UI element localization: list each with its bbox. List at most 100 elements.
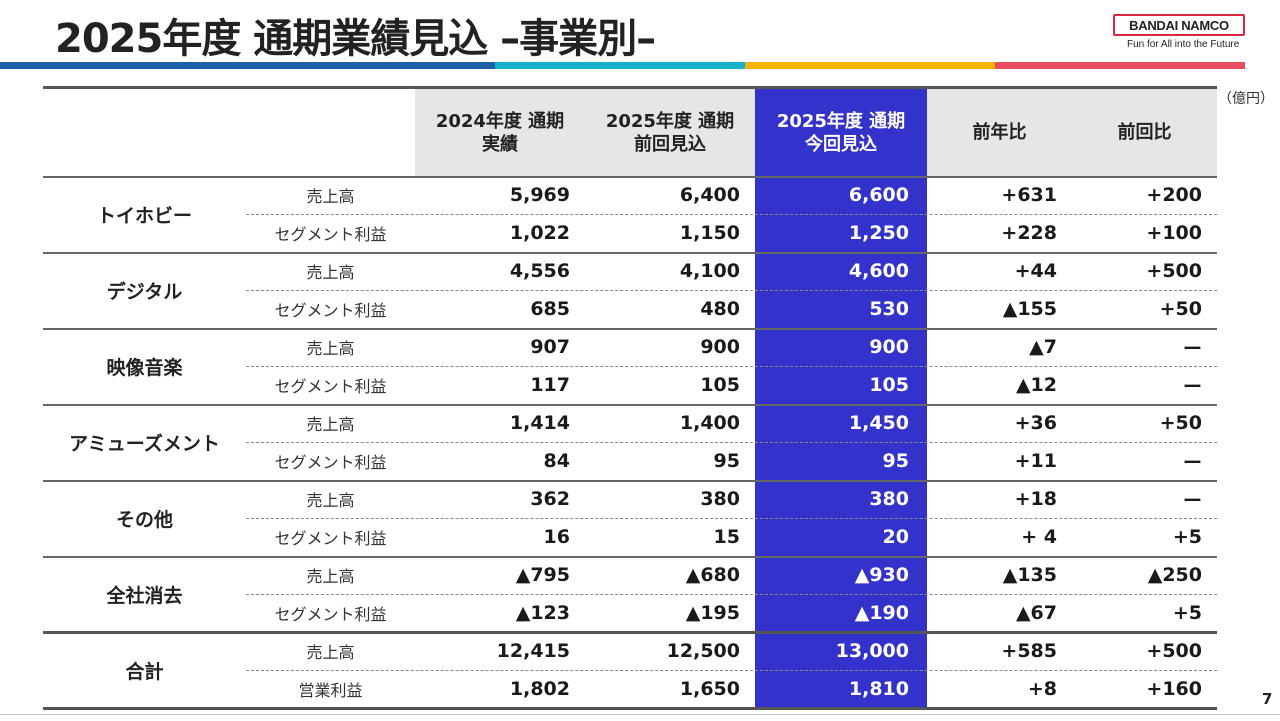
header-fy2025-current-forecast: 2025年度 通期 今回見込	[776, 110, 906, 155]
segment-divider	[43, 404, 1217, 406]
header-year-over-year: 前年比	[972, 122, 1027, 143]
row-item-label: 売上高	[306, 263, 355, 282]
value-year-over-year: ▲7	[1029, 336, 1057, 358]
value-fy2024-actual: 16	[543, 526, 570, 548]
value-fy2024-actual: 84	[543, 450, 570, 472]
page-title: 2025年度 通期業績見込 –事業別–	[55, 16, 656, 62]
color-bar-segment	[745, 62, 995, 69]
value-vs-previous: ー	[1182, 337, 1202, 360]
value-year-over-year: +585	[1001, 640, 1057, 662]
value-year-over-year: +18	[1014, 488, 1057, 510]
value-year-over-year: +228	[1001, 222, 1057, 244]
value-fy2024-actual: 1,022	[509, 222, 570, 244]
header-vs-previous: 前回比	[1117, 122, 1172, 143]
value-vs-previous: +500	[1146, 260, 1202, 282]
logo-tagline: Fun for All into the Future	[1127, 39, 1240, 50]
logo-wordmark: BANDAI NAMCO	[1113, 14, 1245, 36]
value-fy2025-previous-forecast: 380	[700, 488, 740, 510]
segment-name: アミューズメント	[69, 432, 220, 455]
table-row: セグメント利益 84 95 95 +11 ー	[43, 442, 1217, 480]
value-year-over-year: +44	[1014, 260, 1057, 282]
table-row: 売上高 12,415 12,500 13,000 +585 +500	[43, 632, 1217, 670]
value-fy2025-previous-forecast: 1,150	[679, 222, 740, 244]
value-year-over-year: +36	[1014, 412, 1057, 434]
value-fy2025-current-forecast: 530	[869, 298, 909, 320]
value-fy2024-actual: 4,556	[509, 260, 570, 282]
value-fy2025-previous-forecast: ▲195	[685, 602, 740, 624]
row-divider	[246, 518, 1217, 519]
value-fy2024-actual: 685	[530, 298, 570, 320]
value-fy2025-current-forecast: 4,600	[848, 260, 909, 282]
row-item-label: 売上高	[306, 567, 355, 586]
value-fy2025-previous-forecast: 480	[700, 298, 740, 320]
row-item-label: 営業利益	[298, 681, 363, 700]
row-divider	[246, 670, 1217, 671]
value-vs-previous: +160	[1146, 678, 1202, 700]
value-vs-previous: +100	[1146, 222, 1202, 244]
value-fy2025-current-forecast: 900	[869, 336, 909, 358]
row-divider	[246, 594, 1217, 595]
value-fy2025-previous-forecast: ▲680	[685, 564, 740, 586]
segment-divider	[43, 556, 1217, 558]
value-fy2025-previous-forecast: 95	[713, 450, 740, 472]
row-item-label: 売上高	[306, 187, 355, 206]
segment-name: トイホビー	[96, 204, 192, 227]
row-item-label: セグメント利益	[274, 529, 387, 548]
value-fy2024-actual: 907	[530, 336, 570, 358]
value-fy2025-current-forecast: 380	[869, 488, 909, 510]
value-vs-previous: +5	[1172, 602, 1202, 624]
value-fy2025-current-forecast: ▲930	[854, 564, 909, 586]
value-vs-previous: +50	[1159, 298, 1202, 320]
table-row: セグメント利益 1,022 1,150 1,250 +228 +100	[43, 214, 1217, 252]
value-fy2024-actual: 1,414	[509, 412, 570, 434]
row-item-label: セグメント利益	[274, 225, 387, 244]
value-fy2025-previous-forecast: 15	[713, 526, 740, 548]
value-year-over-year: + 4	[1021, 526, 1057, 548]
value-fy2025-current-forecast: ▲190	[854, 602, 909, 624]
bandai-namco-logo: BANDAI NAMCO Fun for All into the Future	[1113, 14, 1245, 50]
value-year-over-year: ▲135	[1002, 564, 1057, 586]
row-divider	[246, 366, 1217, 367]
value-vs-previous: ▲250	[1147, 564, 1202, 586]
row-divider	[246, 290, 1217, 291]
value-fy2025-previous-forecast: 1,400	[679, 412, 740, 434]
value-year-over-year: ▲155	[1002, 298, 1057, 320]
table-top-border	[43, 86, 1217, 89]
value-fy2024-actual: 5,969	[509, 184, 570, 206]
table-row: セグメント利益 117 105 105 ▲12 ー	[43, 366, 1217, 404]
table-row: セグメント利益 685 480 530 ▲155 +50	[43, 290, 1217, 328]
segment-divider	[43, 252, 1217, 254]
row-item-label: セグメント利益	[274, 605, 387, 624]
segment-divider	[43, 631, 1217, 634]
value-fy2025-current-forecast: 6,600	[848, 184, 909, 206]
table-bottom-border	[43, 707, 1217, 710]
segment-name: 合計	[125, 660, 164, 683]
table-row: 売上高 5,969 6,400 6,600 +631 +200	[43, 176, 1217, 214]
segment-divider	[43, 328, 1217, 330]
row-item-label: 売上高	[306, 415, 355, 434]
value-fy2025-current-forecast: 1,810	[848, 678, 909, 700]
color-bar-segment	[0, 62, 495, 69]
value-year-over-year: +631	[1001, 184, 1057, 206]
table-row: 売上高 1,414 1,400 1,450 +36 +50	[43, 404, 1217, 442]
segment-name: 全社消去	[106, 584, 183, 607]
value-fy2025-current-forecast: 20	[882, 526, 909, 548]
value-fy2025-previous-forecast: 12,500	[666, 640, 740, 662]
value-fy2024-actual: ▲123	[515, 602, 570, 624]
table-row: 売上高 ▲795 ▲680 ▲930 ▲135 ▲250	[43, 556, 1217, 594]
table-row: 売上高 907 900 900 ▲7 ー	[43, 328, 1217, 366]
footer-divider	[0, 714, 1280, 715]
row-divider	[246, 214, 1217, 215]
decorative-color-bar	[0, 62, 1245, 69]
value-fy2025-current-forecast: 1,450	[848, 412, 909, 434]
row-item-label: セグメント利益	[274, 301, 387, 320]
header-fy2024-actual: 2024年度 通期 実績	[435, 110, 565, 155]
value-fy2025-previous-forecast: 4,100	[679, 260, 740, 282]
table-row: セグメント利益 ▲123 ▲195 ▲190 ▲67 +5	[43, 594, 1217, 632]
row-divider	[246, 442, 1217, 443]
color-bar-segment	[995, 62, 1245, 69]
value-fy2024-actual: 12,415	[496, 640, 570, 662]
value-vs-previous: +5	[1172, 526, 1202, 548]
color-bar-segment	[495, 62, 745, 69]
current-forecast-header-highlight	[755, 89, 927, 176]
